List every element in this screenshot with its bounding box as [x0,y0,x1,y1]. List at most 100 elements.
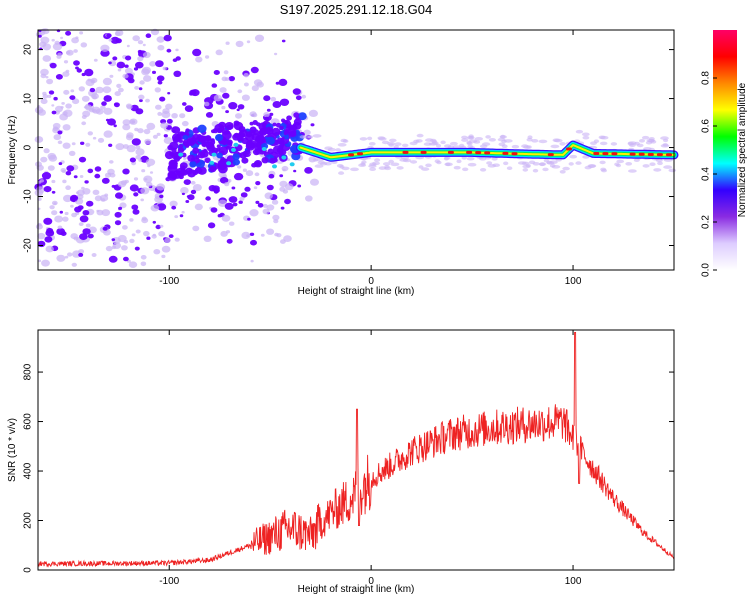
spectrogram-noise-blob [228,221,235,226]
spectrogram-noise-blob [34,106,44,114]
spectrogram-halo [372,161,380,166]
spectrogram-noise-blob [172,58,178,62]
spectrogram-noise-blob [266,108,271,112]
spectrogram-noise-blob [150,204,160,212]
spectrogram-halo [401,143,409,148]
spectrogram-halo [641,135,650,140]
spectrogram-noise-blob [131,138,141,146]
spectrogram-noise-blob [280,206,285,210]
spectrogram-noise-blob [126,104,133,110]
spectrogram-noise-blob [95,108,104,115]
spectrogram-noise-blob [250,239,257,246]
spectrogram-band-blob [233,132,240,139]
spectrogram-noise-blob [41,259,50,267]
spectrogram-noise-blob [169,200,178,207]
spectrogram-noise-blob [220,230,228,237]
snr-frame [37,329,675,571]
spectrogram-band-blob [189,161,197,168]
spectrogram-band-blob [168,159,178,168]
spectrogram-noise-blob [45,229,55,237]
spectrogram-noise-blob [76,68,83,73]
spectrogram-y-tick-label: -20 [23,238,34,253]
spectrogram-halo [466,156,475,161]
spectrogram-band-blob [195,155,200,160]
spectrogram-noise-blob [146,181,153,187]
spectrogram-band-blob [255,142,262,149]
spectrogram-noise-blob [263,95,271,102]
spectrogram-noise-blob [45,245,54,253]
spectrogram-noise-blob [125,55,132,61]
spectrogram-noise-blob [103,130,113,138]
spectrogram-noise-blob [84,68,94,77]
spectrogram-noise-blob [70,89,75,93]
spectrogram-halo [453,165,461,170]
spectrogram-noise-blob [157,203,167,211]
spectrogram-noise-blob [114,220,122,226]
spectrogram-noise-blob [186,195,191,198]
spectrogram-noise-blob [254,172,260,177]
spectrogram-band-blob [252,148,260,156]
spectrogram-noise-blob [54,215,63,223]
spectrogram-noise-blob [262,208,270,215]
spectrogram-band-blob [218,161,226,169]
spectrogram-noise-blob [282,168,286,172]
spectrogram-noise-blob [79,215,89,223]
spectrogram-noise-blob [114,211,122,218]
spectrogram-halo [359,137,368,141]
spectrogram-halo [522,168,529,172]
spectrogram-halo [599,160,606,165]
spectrogram-band-blob [229,124,234,129]
spectrogram-halo [474,137,484,141]
spectrogram-halo [368,164,377,168]
spectrogram-noise-blob [45,76,49,79]
spectrogram-noise-blob [105,245,113,252]
spectrogram-hot-spot [272,164,277,169]
spectrogram-halo [553,138,563,143]
spectrogram-band-blob [192,147,200,154]
spectrogram-noise-blob [49,205,55,210]
spectrogram-halo [358,163,367,167]
spectrogram-noise-blob [224,182,230,187]
spectrogram-halo [367,136,373,141]
spectrogram-noise-blob [95,86,104,94]
spectrogram-band-blob [281,149,287,155]
spectrogram-noise-blob [240,192,248,198]
spectrogram-band-blob [169,141,179,150]
spectrogram-noise-blob [180,187,189,194]
spectrogram-noise-blob [62,71,70,77]
chart-title: S197.2025.291.12.18.G04 [280,2,433,17]
spectrogram-noise-blob [100,44,110,52]
spectrogram-noise-blob [278,78,288,86]
spectrogram-noise-blob [108,255,118,263]
spectrogram-noise-blob [159,96,166,102]
spectrogram-noise-blob [179,214,184,218]
snr-y-tick-label: 600 [23,413,34,430]
spectrogram-halo [461,135,468,140]
spectrogram-halo [582,135,590,140]
spectrogram-signal-peak [502,151,509,155]
spectrogram-halo [317,160,326,165]
spectrogram-noise-blob [163,137,173,144]
spectrogram-noise-blob [272,214,280,221]
spectrogram-halo [431,141,439,145]
spectrogram-noise-blob [145,158,156,166]
spectrogram-halo [384,165,390,169]
spectrogram-halo [418,165,424,169]
spectrogram-noise-blob [149,61,157,67]
spectrogram-noise-blob [68,150,76,156]
spectrogram-noise-blob [263,112,270,118]
spectrogram-noise-blob [279,186,286,192]
spectrogram-noise-blob [308,109,318,117]
spectrogram-noise-blob [222,92,230,99]
spectrogram-noise-blob [119,202,127,209]
spectrogram-halo [350,167,359,172]
spectrogram-band-blob [216,152,223,159]
spectrogram-noise-blob [43,217,53,225]
spectrogram-noise-blob [56,54,62,59]
spectrogram-noise-blob [129,184,139,192]
spectrogram-noise-blob [134,127,139,132]
spectrogram-band-blob [233,121,244,131]
spectrogram-noise-blob [237,89,243,94]
spectrogram-noise-blob [235,113,242,119]
spectrogram-noise-blob [139,99,143,103]
